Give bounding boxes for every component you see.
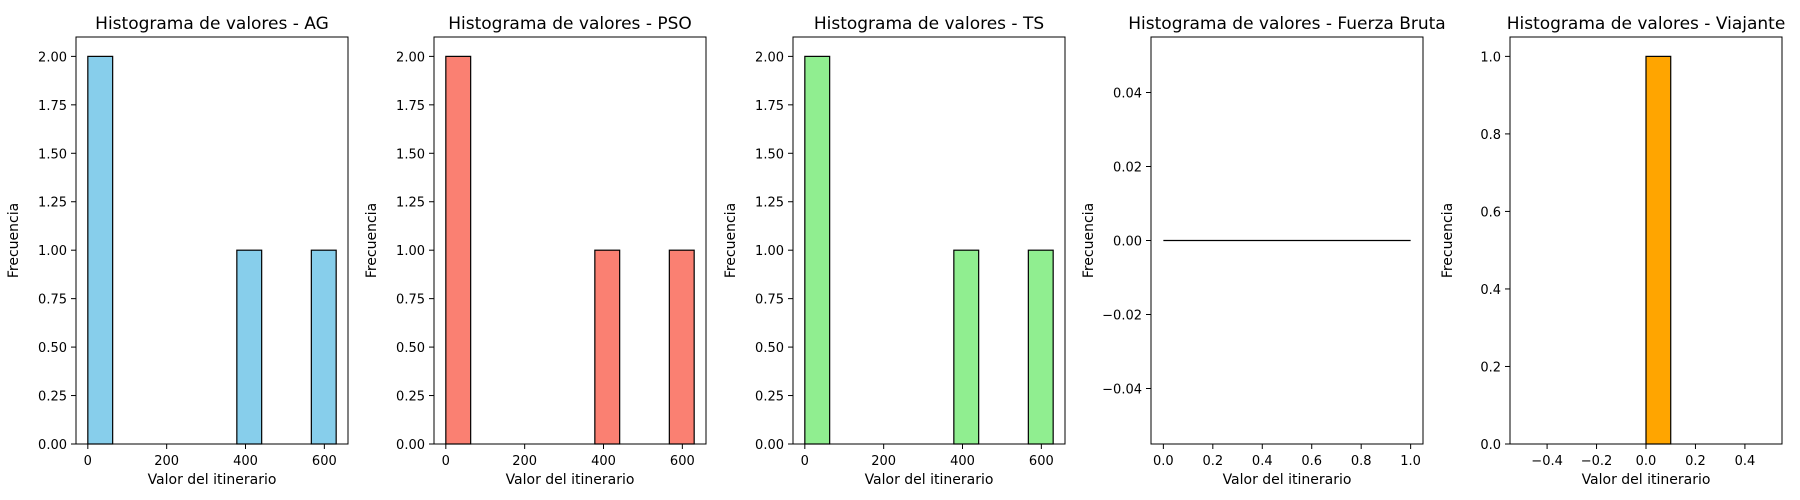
y-tick-label: 0.2	[1480, 360, 1501, 375]
histogram-bar	[594, 249, 621, 445]
x-tick-label: 0.6	[1301, 454, 1322, 469]
y-tick-label: 1.75	[755, 99, 784, 114]
x-axis-label: Valor del itinerario	[148, 472, 277, 488]
x-tick-label: −0.4	[1531, 454, 1563, 469]
y-tick-label: 0.00	[396, 438, 425, 453]
x-tick-label: −0.2	[1581, 454, 1613, 469]
y-tick-label: 0.0	[1480, 438, 1501, 453]
y-tick-label: 0.75	[38, 293, 67, 308]
x-axis-label: Valor del itinerario	[865, 472, 994, 488]
histogram-bar	[1027, 249, 1054, 445]
chart-title: Histograma de valores - Viajante	[1507, 14, 1786, 34]
x-tick-label: 200	[512, 454, 537, 469]
axes-frame	[75, 36, 349, 445]
x-tick-label: 0.4	[1252, 454, 1273, 469]
x-tick-label: 0.0	[1153, 454, 1174, 469]
y-tick-label: 1.00	[38, 244, 67, 259]
y-axis-label: Frecuencia	[6, 203, 22, 278]
y-tick-label: 1.25	[38, 196, 67, 211]
y-axis-label: Frecuencia	[1440, 203, 1456, 278]
y-tick-label: 0.50	[755, 341, 784, 356]
y-tick-label: 1.75	[396, 99, 425, 114]
y-tick-label: 0.6	[1480, 205, 1501, 220]
y-tick-label: 0.25	[396, 390, 425, 405]
y-tick-label: 0.02	[1113, 161, 1142, 176]
x-axis-label: Valor del itinerario	[1223, 472, 1352, 488]
y-tick-label: 0.4	[1480, 283, 1501, 298]
axes-frame	[433, 36, 707, 445]
y-tick-label: 0.00	[1113, 235, 1142, 250]
y-tick-label: 2.00	[755, 50, 784, 65]
histogram-bar	[445, 55, 472, 445]
chart-title: Histograma de valores - AG	[95, 14, 329, 34]
y-tick-label: 2.00	[38, 50, 67, 65]
x-tick-label: 600	[670, 454, 695, 469]
x-tick-label: 200	[154, 454, 179, 469]
histogram-panel-5: −0.4 −0.2 0.0 0.2 0.4 0.0 0.2 0.4 0.6 0.8 1.0 Histo…	[1440, 14, 1785, 488]
y-tick-label: 0.25	[38, 390, 67, 405]
chart-title: Histograma de valores - TS	[814, 14, 1044, 34]
chart-title: Histograma de valores - PSO	[448, 14, 692, 34]
y-axis-label: Frecuencia	[1081, 203, 1097, 278]
y-tick-label: 0.8	[1480, 128, 1501, 143]
histogram-bar	[87, 55, 114, 445]
y-tick-label: 1.75	[38, 99, 67, 114]
y-tick-label: 1.25	[396, 196, 425, 211]
y-tick-label: 2.00	[396, 50, 425, 65]
y-tick-label: 1.0	[1480, 50, 1501, 65]
x-tick-label: 400	[591, 454, 616, 469]
x-tick-label: 0.2	[1202, 454, 1223, 469]
x-tick-label: 1.0	[1400, 454, 1421, 469]
x-tick-label: 0.4	[1735, 454, 1756, 469]
histogram-panel-3: 0 200 400 600 0.00 0.25 0.50 0.75 1.00 1.25 1.50 1.…	[723, 14, 1066, 488]
x-tick-label: 0	[84, 454, 92, 469]
histogram-bar	[668, 249, 695, 445]
y-tick-label: 1.00	[755, 244, 784, 259]
histogram-panel-4: 0.0 0.2 0.4 0.6 0.8 1.0 −0.04 −0.02 0.00 0.02 0.04…	[1081, 14, 1446, 488]
y-tick-label: 1.50	[755, 147, 784, 162]
x-tick-label: 600	[312, 454, 337, 469]
y-tick-label: 1.25	[755, 196, 784, 211]
chart-title: Histograma de valores - Fuerza Bruta	[1128, 14, 1445, 34]
y-tick-label: 0.75	[396, 293, 425, 308]
y-axis-label: Frecuencia	[364, 203, 380, 278]
histogram-bar	[953, 249, 980, 445]
x-tick-label: 600	[1029, 454, 1054, 469]
y-tick-label: −0.02	[1102, 309, 1142, 324]
y-tick-label: 0.04	[1113, 87, 1142, 102]
y-tick-label: 1.50	[396, 147, 425, 162]
histogram-bar	[310, 249, 337, 445]
histogram-bar	[804, 55, 831, 445]
y-tick-label: 1.00	[396, 244, 425, 259]
y-axis-label: Frecuencia	[723, 203, 739, 278]
x-tick-label: 400	[233, 454, 258, 469]
x-tick-label: 400	[950, 454, 975, 469]
x-tick-label: 0	[442, 454, 450, 469]
y-tick-label: 0.50	[396, 341, 425, 356]
x-axis-label: Valor del itinerario	[506, 472, 635, 488]
y-tick-label: 0.50	[38, 341, 67, 356]
y-tick-label: 0.75	[755, 293, 784, 308]
x-tick-label: 0.8	[1351, 454, 1372, 469]
axes-frame	[792, 36, 1066, 445]
y-tick-label: −0.04	[1102, 383, 1142, 398]
x-axis-label: Valor del itinerario	[1582, 472, 1711, 488]
x-tick-label: 0.2	[1685, 454, 1706, 469]
histogram-bar	[1645, 55, 1672, 445]
histogram-bar	[236, 249, 263, 445]
y-tick-label: 0.00	[755, 438, 784, 453]
x-tick-label: 0	[801, 454, 809, 469]
x-tick-label: 0.0	[1636, 454, 1657, 469]
histogram-panel-2: 0 200 400 600 0.00 0.25 0.50 0.75 1.00 1.25 1.50 1.…	[364, 14, 707, 488]
y-tick-label: 0.25	[755, 390, 784, 405]
y-tick-label: 0.00	[38, 438, 67, 453]
x-tick-label: 200	[871, 454, 896, 469]
y-tick-label: 1.50	[38, 147, 67, 162]
histogram-panel-1: 0 200 400 600 0.00 0.25 0.50 0.75 1.00 1.25 1.50 1.…	[6, 14, 349, 488]
